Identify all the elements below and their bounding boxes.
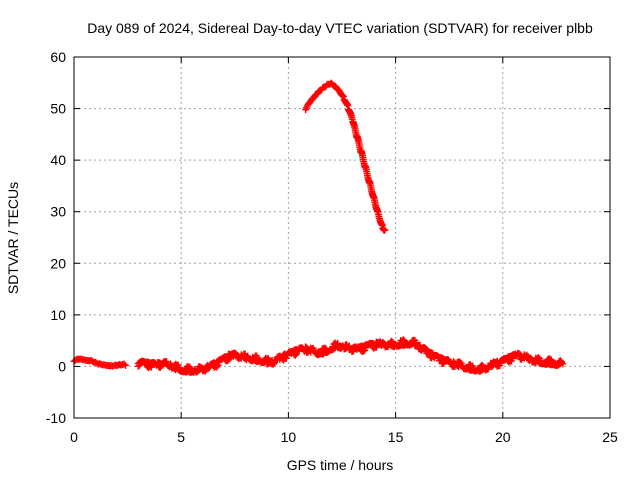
- data-point: [339, 92, 347, 100]
- data-point: [224, 356, 232, 364]
- data-point: [120, 360, 128, 368]
- grid: [74, 57, 610, 418]
- data-point: [456, 358, 464, 366]
- x-tick-label: 25: [602, 429, 618, 445]
- x-axis-label: GPS time / hours: [287, 457, 394, 473]
- y-tick-label: 60: [50, 49, 66, 65]
- x-tick-label: 5: [177, 429, 185, 445]
- data-point: [388, 337, 396, 345]
- series-baseline-segment-2: [134, 336, 567, 376]
- y-axis-label: SDTVAR / TECUs: [5, 182, 21, 294]
- y-tick-label: 0: [58, 358, 66, 374]
- y-axis-ticks: -10 0 10 20 30 40 50 60: [46, 49, 610, 426]
- y-tick-label: 40: [50, 152, 66, 168]
- chart-title: Day 089 of 2024, Sidereal Day-to-day VTE…: [87, 20, 593, 36]
- data-point: [546, 355, 554, 363]
- plot-border: [73, 56, 611, 419]
- x-tick-label: 15: [388, 429, 404, 445]
- x-tick-label: 10: [281, 429, 297, 445]
- y-tick-label: -10: [46, 410, 66, 426]
- data-point: [291, 351, 299, 359]
- y-tick-label: 10: [50, 307, 66, 323]
- series-high-value-arc: [302, 79, 389, 234]
- plot-frame: [73, 56, 611, 419]
- data-point: [121, 361, 129, 369]
- x-axis-ticks: 0 5 10 15 20 25: [70, 57, 618, 445]
- x-tick-label: 0: [70, 429, 78, 445]
- y-tick-label: 20: [50, 255, 66, 271]
- y-tick-label: 30: [50, 204, 66, 220]
- data-point: [523, 351, 531, 359]
- data-point: [381, 226, 389, 234]
- data-point: [534, 354, 542, 362]
- x-tick-label: 20: [495, 429, 511, 445]
- data-point: [201, 367, 209, 375]
- data-point: [399, 336, 407, 344]
- y-tick-label: 50: [50, 101, 66, 117]
- data-point: [214, 361, 222, 369]
- data-point: [559, 360, 567, 368]
